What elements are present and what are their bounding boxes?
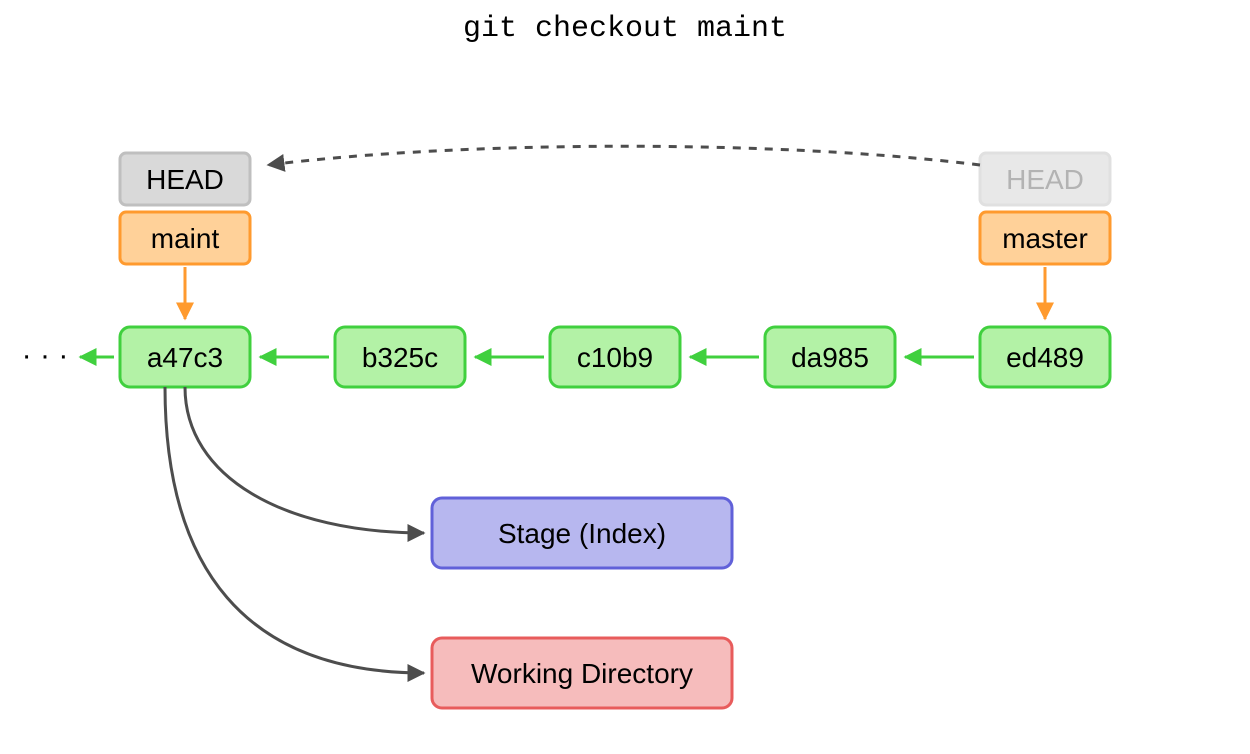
- branch-label: maint: [120, 212, 250, 264]
- stage-box: Stage (Index): [432, 498, 732, 568]
- commit-hash: c10b9: [577, 342, 653, 373]
- diagram-title: git checkout maint: [463, 12, 787, 46]
- commit-hash: ed489: [1006, 342, 1084, 373]
- checkout-to-stage-arrow: [185, 387, 424, 533]
- head-label: HEAD: [120, 153, 250, 205]
- stage-label: Stage (Index): [498, 518, 666, 549]
- head-move-arrow: [268, 146, 980, 165]
- head-label-ghost: HEAD: [980, 153, 1110, 205]
- commit-node: b325c: [335, 327, 465, 387]
- git-diagram: git checkout maint · · · a47c3 b325c c10b9 da…: [0, 0, 1250, 754]
- commit-hash: a47c3: [147, 342, 223, 373]
- branch-name: maint: [151, 223, 220, 254]
- branch-name: master: [1002, 223, 1088, 254]
- commit-hash: da985: [791, 342, 869, 373]
- branch-label: master: [980, 212, 1110, 264]
- working-directory-label: Working Directory: [471, 658, 693, 689]
- working-directory-box: Working Directory: [432, 638, 732, 708]
- head-text: HEAD: [146, 164, 224, 195]
- head-text: HEAD: [1006, 164, 1084, 195]
- checkout-to-wd-arrow: [165, 387, 424, 673]
- commit-node: ed489: [980, 327, 1110, 387]
- commit-node: da985: [765, 327, 895, 387]
- commit-hash: b325c: [362, 342, 438, 373]
- commit-node: c10b9: [550, 327, 680, 387]
- commit-node: a47c3: [120, 327, 250, 387]
- ellipsis: · · ·: [22, 339, 69, 372]
